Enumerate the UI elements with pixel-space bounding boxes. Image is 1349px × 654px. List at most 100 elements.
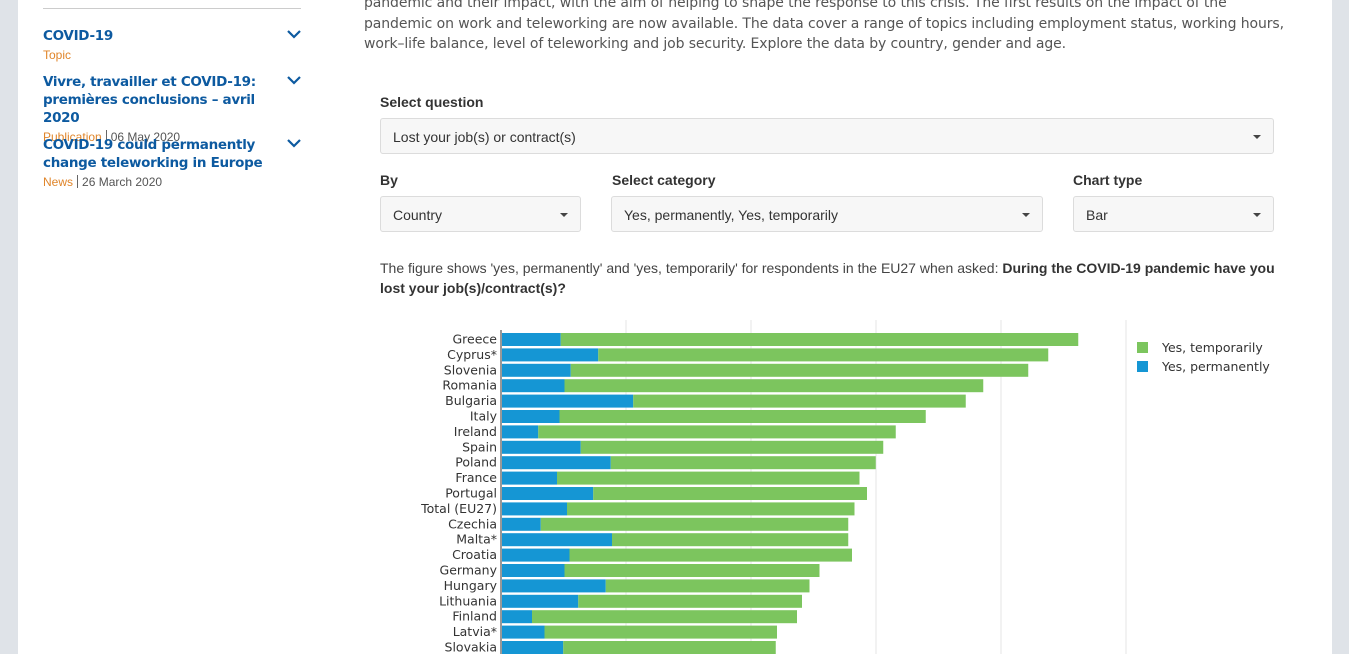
bar-permanent[interactable]	[502, 594, 579, 608]
bar-permanent[interactable]	[502, 410, 560, 423]
sidebar-divider	[43, 8, 301, 9]
bar-temporary[interactable]	[612, 533, 849, 547]
bar-temporary[interactable]	[578, 594, 802, 608]
caption-text: The figure shows 'yes, permanently' and …	[380, 260, 1003, 276]
category-label: France	[455, 470, 497, 485]
sidebar-item-covid19[interactable]: COVID-19 Topic	[43, 27, 301, 64]
chevron-down-icon[interactable]	[287, 138, 301, 148]
bar-permanent[interactable]	[502, 625, 545, 639]
bar-temporary[interactable]	[564, 379, 984, 393]
bar-permanent[interactable]	[502, 394, 634, 408]
bar-permanent[interactable]	[502, 564, 565, 577]
bar-temporary[interactable]	[598, 348, 1049, 362]
category-label: Slovakia	[445, 640, 497, 654]
question-label: Select question	[380, 94, 484, 110]
legend-label[interactable]: Yes, permanently	[1161, 359, 1270, 374]
category-label: Portugal	[445, 486, 497, 501]
category-label: Czechia	[448, 516, 497, 531]
category-select[interactable]: Yes, permanently, Yes, temporarily	[611, 196, 1043, 232]
bar-temporary[interactable]	[538, 425, 896, 439]
category-label: Select category	[612, 172, 716, 188]
legend-label[interactable]: Yes, temporarily	[1161, 340, 1263, 355]
bar-permanent[interactable]	[502, 533, 612, 547]
bar-temporary[interactable]	[567, 502, 855, 516]
bar-permanent[interactable]	[502, 333, 561, 346]
bar-temporary[interactable]	[570, 363, 1029, 377]
bar-permanent[interactable]	[502, 456, 611, 470]
chevron-down-icon[interactable]	[287, 29, 301, 39]
by-select-value: Country	[393, 207, 443, 223]
bar-permanent[interactable]	[502, 610, 532, 624]
bar-permanent[interactable]	[502, 425, 539, 439]
caret-down-icon	[560, 213, 568, 217]
bar-permanent[interactable]	[502, 487, 594, 500]
category-label: Slovenia	[444, 362, 497, 377]
category-label: Poland	[455, 455, 497, 470]
bar-temporary[interactable]	[580, 440, 884, 454]
sidebar-item-type: Topic	[43, 48, 72, 62]
caret-down-icon	[1022, 213, 1030, 217]
bar-chart: GreeceCyprus*SloveniaRomaniaBulgariaItal…	[420, 320, 1270, 654]
bar-temporary[interactable]	[532, 610, 797, 624]
sidebar-item-vivre-travailler[interactable]: Vivre, travailler et COVID-19: premières…	[43, 73, 301, 146]
bar-temporary[interactable]	[560, 333, 1079, 346]
page: COVID-19 Topic Vivre, travailler et COVI…	[18, 0, 1332, 654]
sidebar-item-title[interactable]: COVID-19	[43, 28, 113, 44]
bar-temporary[interactable]	[557, 471, 860, 485]
bar-temporary[interactable]	[564, 564, 820, 577]
category-label: Greece	[453, 332, 498, 347]
sidebar-item-title[interactable]: COVID-19 could permanently change telewo…	[43, 137, 263, 171]
intro-paragraph: pandemic and their impact, with the aim …	[364, 0, 1284, 52]
bar-permanent[interactable]	[502, 579, 606, 593]
sidebar-item-date: 06 May 2020	[110, 130, 181, 144]
sidebar-item-type: News	[43, 175, 74, 189]
category-label: Romania	[442, 378, 497, 393]
sidebar-item-teleworking-news[interactable]: COVID-19 could permanently change telewo…	[43, 136, 301, 191]
sidebar-item-type: Publication	[43, 130, 102, 144]
bar-permanent[interactable]	[502, 502, 567, 516]
bar-temporary[interactable]	[540, 517, 849, 531]
category-label: Lithuania	[439, 593, 497, 608]
bar-temporary[interactable]	[610, 456, 876, 470]
bar-temporary[interactable]	[593, 487, 867, 500]
bar-temporary[interactable]	[633, 394, 966, 408]
bar-temporary[interactable]	[544, 625, 778, 639]
category-label: Croatia	[452, 547, 497, 562]
category-label: Bulgaria	[445, 393, 497, 408]
bar-permanent[interactable]	[502, 363, 571, 377]
category-label: Latvia*	[453, 624, 497, 639]
chart-type-select[interactable]: Bar	[1073, 196, 1274, 232]
sidebar-item-title[interactable]: Vivre, travailler et COVID-19: premières…	[43, 74, 256, 126]
bar-permanent[interactable]	[502, 548, 570, 562]
question-select[interactable]: Lost your job(s) or contract(s)	[380, 118, 1274, 154]
bar-permanent[interactable]	[502, 440, 581, 454]
bar-temporary[interactable]	[569, 548, 853, 562]
by-select[interactable]: Country	[380, 196, 581, 232]
category-label: Finland	[452, 609, 497, 624]
chevron-down-icon[interactable]	[287, 75, 301, 85]
caret-down-icon	[1253, 213, 1261, 217]
bar-permanent[interactable]	[502, 379, 565, 393]
bar-temporary[interactable]	[605, 579, 810, 593]
bar-temporary[interactable]	[559, 410, 926, 423]
bar-permanent[interactable]	[502, 641, 564, 654]
chart-type-label: Chart type	[1073, 172, 1143, 188]
meta-separator	[105, 130, 107, 143]
category-label: Germany	[440, 563, 498, 578]
bar-temporary[interactable]	[563, 641, 776, 654]
category-label: Ireland	[454, 424, 497, 439]
caret-down-icon	[1253, 135, 1261, 139]
bar-permanent[interactable]	[502, 348, 599, 362]
by-label: By	[380, 172, 398, 188]
category-label: Cyprus*	[447, 347, 497, 362]
legend-swatch	[1137, 342, 1148, 353]
bar-permanent[interactable]	[502, 471, 557, 485]
legend-swatch	[1137, 361, 1148, 372]
category-label: Hungary	[444, 578, 498, 593]
sidebar-item-meta: News 26 March 2020	[43, 173, 301, 191]
sidebar-item-meta: Publication 06 May 2020	[43, 128, 301, 146]
question-select-value: Lost your job(s) or contract(s)	[393, 129, 576, 145]
chart-type-select-value: Bar	[1086, 207, 1108, 223]
bar-permanent[interactable]	[502, 517, 541, 531]
category-label: Spain	[462, 439, 497, 454]
